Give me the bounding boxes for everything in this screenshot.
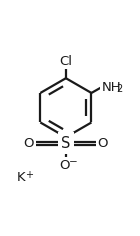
Text: 2: 2 (116, 84, 122, 94)
Text: O: O (98, 137, 108, 150)
Text: O: O (24, 137, 34, 150)
Text: S: S (61, 136, 71, 151)
Text: −: − (69, 157, 78, 167)
Text: +: + (25, 170, 33, 180)
Text: Cl: Cl (59, 55, 72, 68)
Text: O: O (59, 159, 70, 172)
Text: NH: NH (102, 81, 121, 94)
Text: K: K (16, 171, 25, 184)
